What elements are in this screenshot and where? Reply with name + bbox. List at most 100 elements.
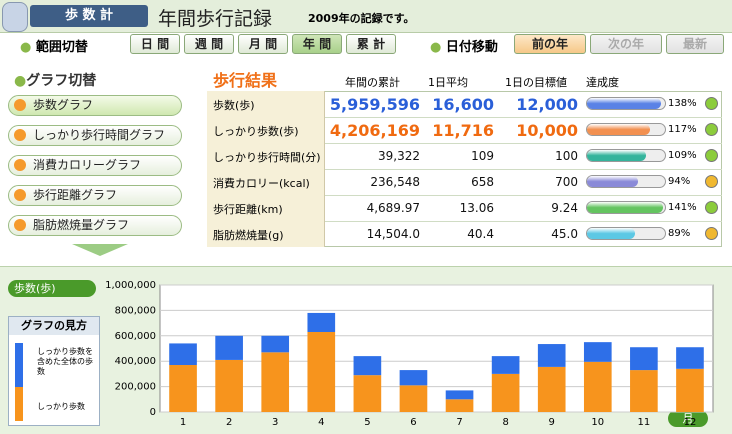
gauge-label: 94% bbox=[668, 176, 691, 187]
bar bbox=[169, 343, 197, 366]
cell-average: 16,600 bbox=[432, 95, 494, 114]
bar bbox=[399, 385, 428, 412]
graph-button[interactable]: 歩行距離グラフ bbox=[8, 185, 182, 206]
legend-box: グラフの見方 しっかり歩数を含めた全体の歩数 しっかり歩数 bbox=[8, 316, 100, 426]
range-button[interactable]: 週 間 bbox=[184, 34, 234, 54]
y-tick-label: 0 bbox=[150, 407, 156, 418]
gauge-label: 117% bbox=[668, 124, 697, 135]
bar bbox=[445, 390, 474, 400]
row-label-bg bbox=[207, 195, 325, 221]
bar bbox=[399, 370, 428, 386]
bar bbox=[215, 359, 243, 412]
bar bbox=[676, 347, 704, 369]
bar bbox=[307, 312, 336, 332]
date-nav-button[interactable]: 次の年 bbox=[590, 34, 662, 54]
gauge-bar bbox=[587, 124, 650, 135]
date-nav-button[interactable]: 最新 bbox=[666, 34, 724, 54]
cell-target: 700 bbox=[555, 175, 578, 189]
x-tick-label: 2 bbox=[226, 417, 232, 428]
row-label-bg bbox=[207, 91, 325, 117]
bar bbox=[583, 342, 612, 362]
y-tick-label: 400,000 bbox=[115, 356, 156, 367]
cell-total: 4,206,169 bbox=[329, 121, 420, 140]
bar bbox=[353, 356, 382, 376]
range-label: ● 範囲切替 bbox=[20, 40, 88, 55]
y-axis-label: 歩数(歩) bbox=[8, 280, 96, 297]
range-button[interactable]: 日 間 bbox=[130, 34, 180, 54]
cell-total: 14,504.0 bbox=[366, 227, 420, 241]
y-tick-label: 200,000 bbox=[115, 382, 156, 393]
row-label-bg bbox=[207, 117, 325, 143]
legend-swatch bbox=[15, 343, 23, 387]
x-tick-label: 5 bbox=[364, 417, 370, 428]
row-label-bg bbox=[207, 221, 325, 247]
bar bbox=[491, 373, 520, 412]
gauge-bar bbox=[587, 228, 635, 239]
bar bbox=[261, 352, 290, 412]
bar bbox=[537, 366, 566, 412]
cell-total: 236,548 bbox=[370, 175, 420, 189]
range-button[interactable]: 月 間 bbox=[238, 34, 288, 54]
logo: 歩 数 計 bbox=[30, 5, 148, 27]
x-tick-label: 11 bbox=[638, 417, 651, 428]
logo-icon bbox=[2, 2, 28, 32]
bar bbox=[215, 335, 243, 360]
range-button[interactable]: 累 計 bbox=[346, 34, 396, 54]
face-icon bbox=[705, 123, 718, 136]
row-label: しっかり歩数(歩) bbox=[213, 125, 299, 138]
text: グラフ切替 bbox=[26, 73, 97, 89]
bar bbox=[169, 365, 197, 412]
row-label-bg bbox=[207, 143, 325, 169]
y-tick-label: 800,000 bbox=[115, 305, 156, 316]
cell-total: 5,959,596 bbox=[329, 95, 420, 114]
legend-title: グラフの見方 bbox=[9, 317, 99, 335]
subtitle: 2009年の記録です。 bbox=[308, 12, 415, 25]
y-tick-label: 600,000 bbox=[115, 331, 156, 342]
x-tick-label: 3 bbox=[272, 417, 278, 428]
x-tick-label: 9 bbox=[549, 417, 555, 428]
column-header: 達成度 bbox=[586, 76, 619, 89]
cell-target: 45.0 bbox=[551, 227, 578, 241]
range-button[interactable]: 年 間 bbox=[292, 34, 342, 54]
row bbox=[207, 143, 722, 169]
x-axis-label: 月 bbox=[668, 410, 708, 427]
row-label-bg bbox=[207, 169, 325, 195]
row bbox=[207, 195, 722, 221]
x-tick-label: 10 bbox=[591, 417, 604, 428]
bar bbox=[537, 344, 566, 367]
graph-button[interactable]: 脂肪燃焼量グラフ bbox=[8, 215, 182, 236]
x-tick-label: 8 bbox=[502, 417, 508, 428]
gauge-bar bbox=[587, 176, 638, 187]
plot-area bbox=[159, 284, 714, 413]
graph-button[interactable]: 消費カロリーグラフ bbox=[8, 155, 182, 176]
cell-average: 13.06 bbox=[459, 201, 494, 215]
bar bbox=[261, 335, 290, 353]
cell-average: 658 bbox=[471, 175, 494, 189]
cell-target: 100 bbox=[555, 149, 578, 163]
legend-entry: しっかり歩数 bbox=[37, 402, 85, 411]
bar bbox=[307, 331, 336, 412]
graph-button[interactable]: しっかり歩行時間グラフ bbox=[8, 125, 182, 146]
bar bbox=[630, 370, 658, 412]
x-tick-label: 6 bbox=[410, 417, 416, 428]
column-header: 1日の目標値 bbox=[505, 76, 567, 89]
face-icon bbox=[705, 97, 718, 110]
row-label: 歩行距離(km) bbox=[213, 203, 283, 216]
gauge-label: 89% bbox=[668, 228, 691, 239]
bar bbox=[630, 347, 658, 371]
x-tick-label: 12 bbox=[684, 417, 697, 428]
gauge-label: 141% bbox=[668, 202, 697, 213]
table-title: 歩行結果 bbox=[213, 71, 278, 90]
bar bbox=[353, 375, 382, 412]
bar bbox=[445, 399, 474, 412]
date-nav-button[interactable]: 前の年 bbox=[514, 34, 586, 54]
graph-button[interactable]: 歩数グラフ bbox=[8, 95, 182, 116]
arrow bbox=[72, 244, 128, 256]
row-label: しっかり歩行時間(分) bbox=[213, 151, 321, 164]
bar bbox=[491, 356, 520, 374]
face-icon bbox=[705, 201, 718, 214]
cell-total: 4,689.97 bbox=[366, 201, 420, 215]
row-label: 歩数(歩) bbox=[213, 99, 255, 112]
